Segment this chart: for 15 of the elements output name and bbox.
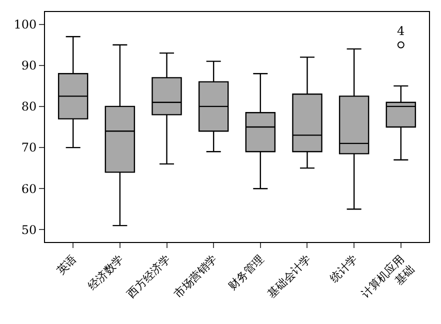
x-tick-label: 英语 <box>54 252 80 278</box>
x-tick-label: 统计学 <box>328 252 360 286</box>
y-tick-label: 50 <box>21 222 37 237</box>
x-tick-label: 经济数学 <box>86 252 126 293</box>
x-tick-label: 计算机应用 基础 <box>358 252 418 301</box>
x-tick-label: 市场营销学 <box>172 252 220 301</box>
y-tick-label: 70 <box>21 140 37 155</box>
y-tick-label: 90 <box>21 58 37 73</box>
x-tick-label: 西方经济学 <box>124 252 173 301</box>
x-tick-label: 财务管理 <box>226 252 266 293</box>
y-tick-label: 80 <box>21 100 37 114</box>
y-tick-label: 60 <box>21 182 37 196</box>
y-tick-label: 100 <box>14 18 37 32</box>
x-tick-label: 基础会计学 <box>265 252 314 301</box>
annotation: 4 <box>397 24 405 38</box>
